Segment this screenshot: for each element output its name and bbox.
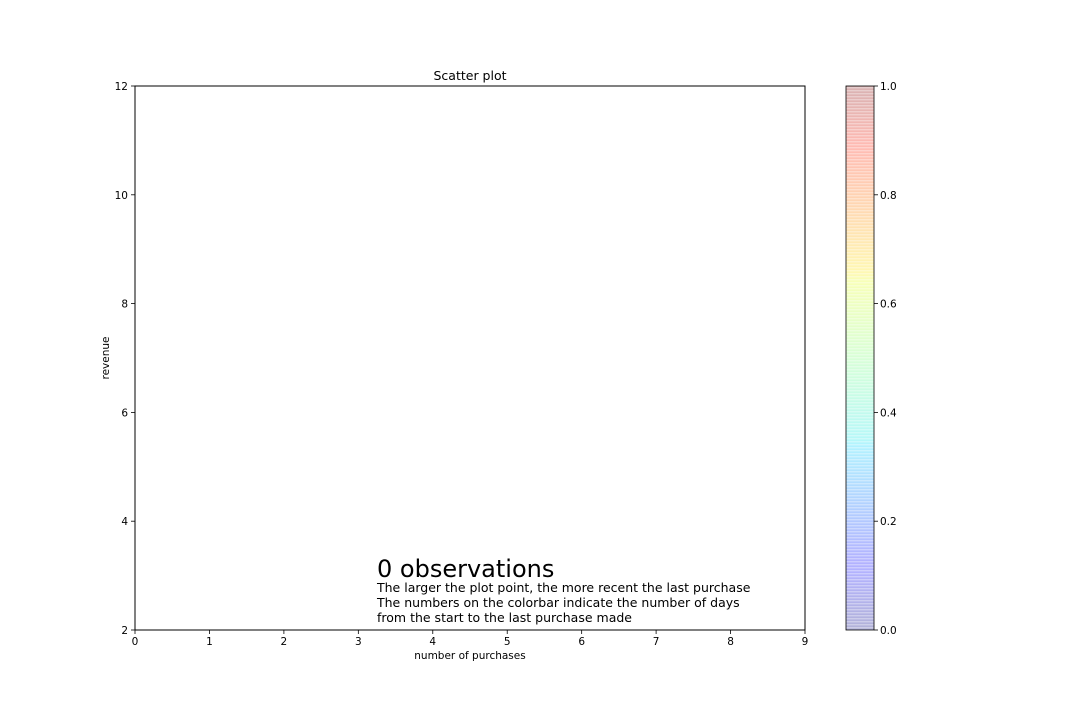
y-axis-label: revenue <box>100 337 112 380</box>
x-tick-label: 1 <box>206 636 213 648</box>
x-tick-label: 5 <box>504 636 511 648</box>
x-tick-label: 7 <box>653 636 660 648</box>
chart-title: Scatter plot <box>433 68 506 83</box>
y-tick-label: 8 <box>121 299 128 311</box>
y-tick-label: 2 <box>121 625 128 637</box>
x-tick-label: 4 <box>429 636 436 648</box>
y-tick-label: 12 <box>115 81 128 93</box>
colorbar-tick-label: 0.0 <box>880 625 897 637</box>
x-tick-label: 3 <box>355 636 362 648</box>
colorbar-stripes <box>846 86 874 630</box>
y-tick-label: 6 <box>121 407 128 419</box>
x-tick-label: 6 <box>578 636 585 648</box>
x-tick-label: 8 <box>727 636 734 648</box>
x-axis-ticks: 0 1 2 3 4 5 6 7 8 9 <box>132 630 809 648</box>
colorbar-tick-label: 0.4 <box>880 407 897 419</box>
annotation-line: The numbers on the colorbar indicate the… <box>376 595 740 610</box>
annotation-line: The larger the plot point, the more rece… <box>376 580 751 595</box>
colorbar: 0.0 0.2 0.4 0.6 0.8 1.0 <box>845 81 897 637</box>
y-tick-label: 10 <box>115 190 128 202</box>
annotation-text: The larger the plot point, the more rece… <box>376 580 751 625</box>
colorbar-tick-label: 0.6 <box>880 299 897 311</box>
colorbar-frame <box>845 85 875 631</box>
colorbar-ticks: 0.0 0.2 0.4 0.6 0.8 1.0 <box>874 81 897 637</box>
plot-area <box>134 85 806 631</box>
colorbar-tick-label: 0.8 <box>880 190 897 202</box>
observations-count: 0 observations <box>377 555 554 583</box>
x-tick-label: 0 <box>132 636 139 648</box>
x-tick-label: 2 <box>281 636 288 648</box>
y-tick-label: 4 <box>121 516 128 528</box>
annotation-line: from the start to the last purchase made <box>377 610 632 625</box>
x-axis-label: number of purchases <box>414 650 525 662</box>
colorbar-tick-label: 0.2 <box>880 516 897 528</box>
colorbar-tick-label: 1.0 <box>880 81 897 93</box>
y-axis-ticks: 2 4 6 8 10 12 <box>115 81 135 637</box>
x-tick-label: 9 <box>802 636 809 648</box>
